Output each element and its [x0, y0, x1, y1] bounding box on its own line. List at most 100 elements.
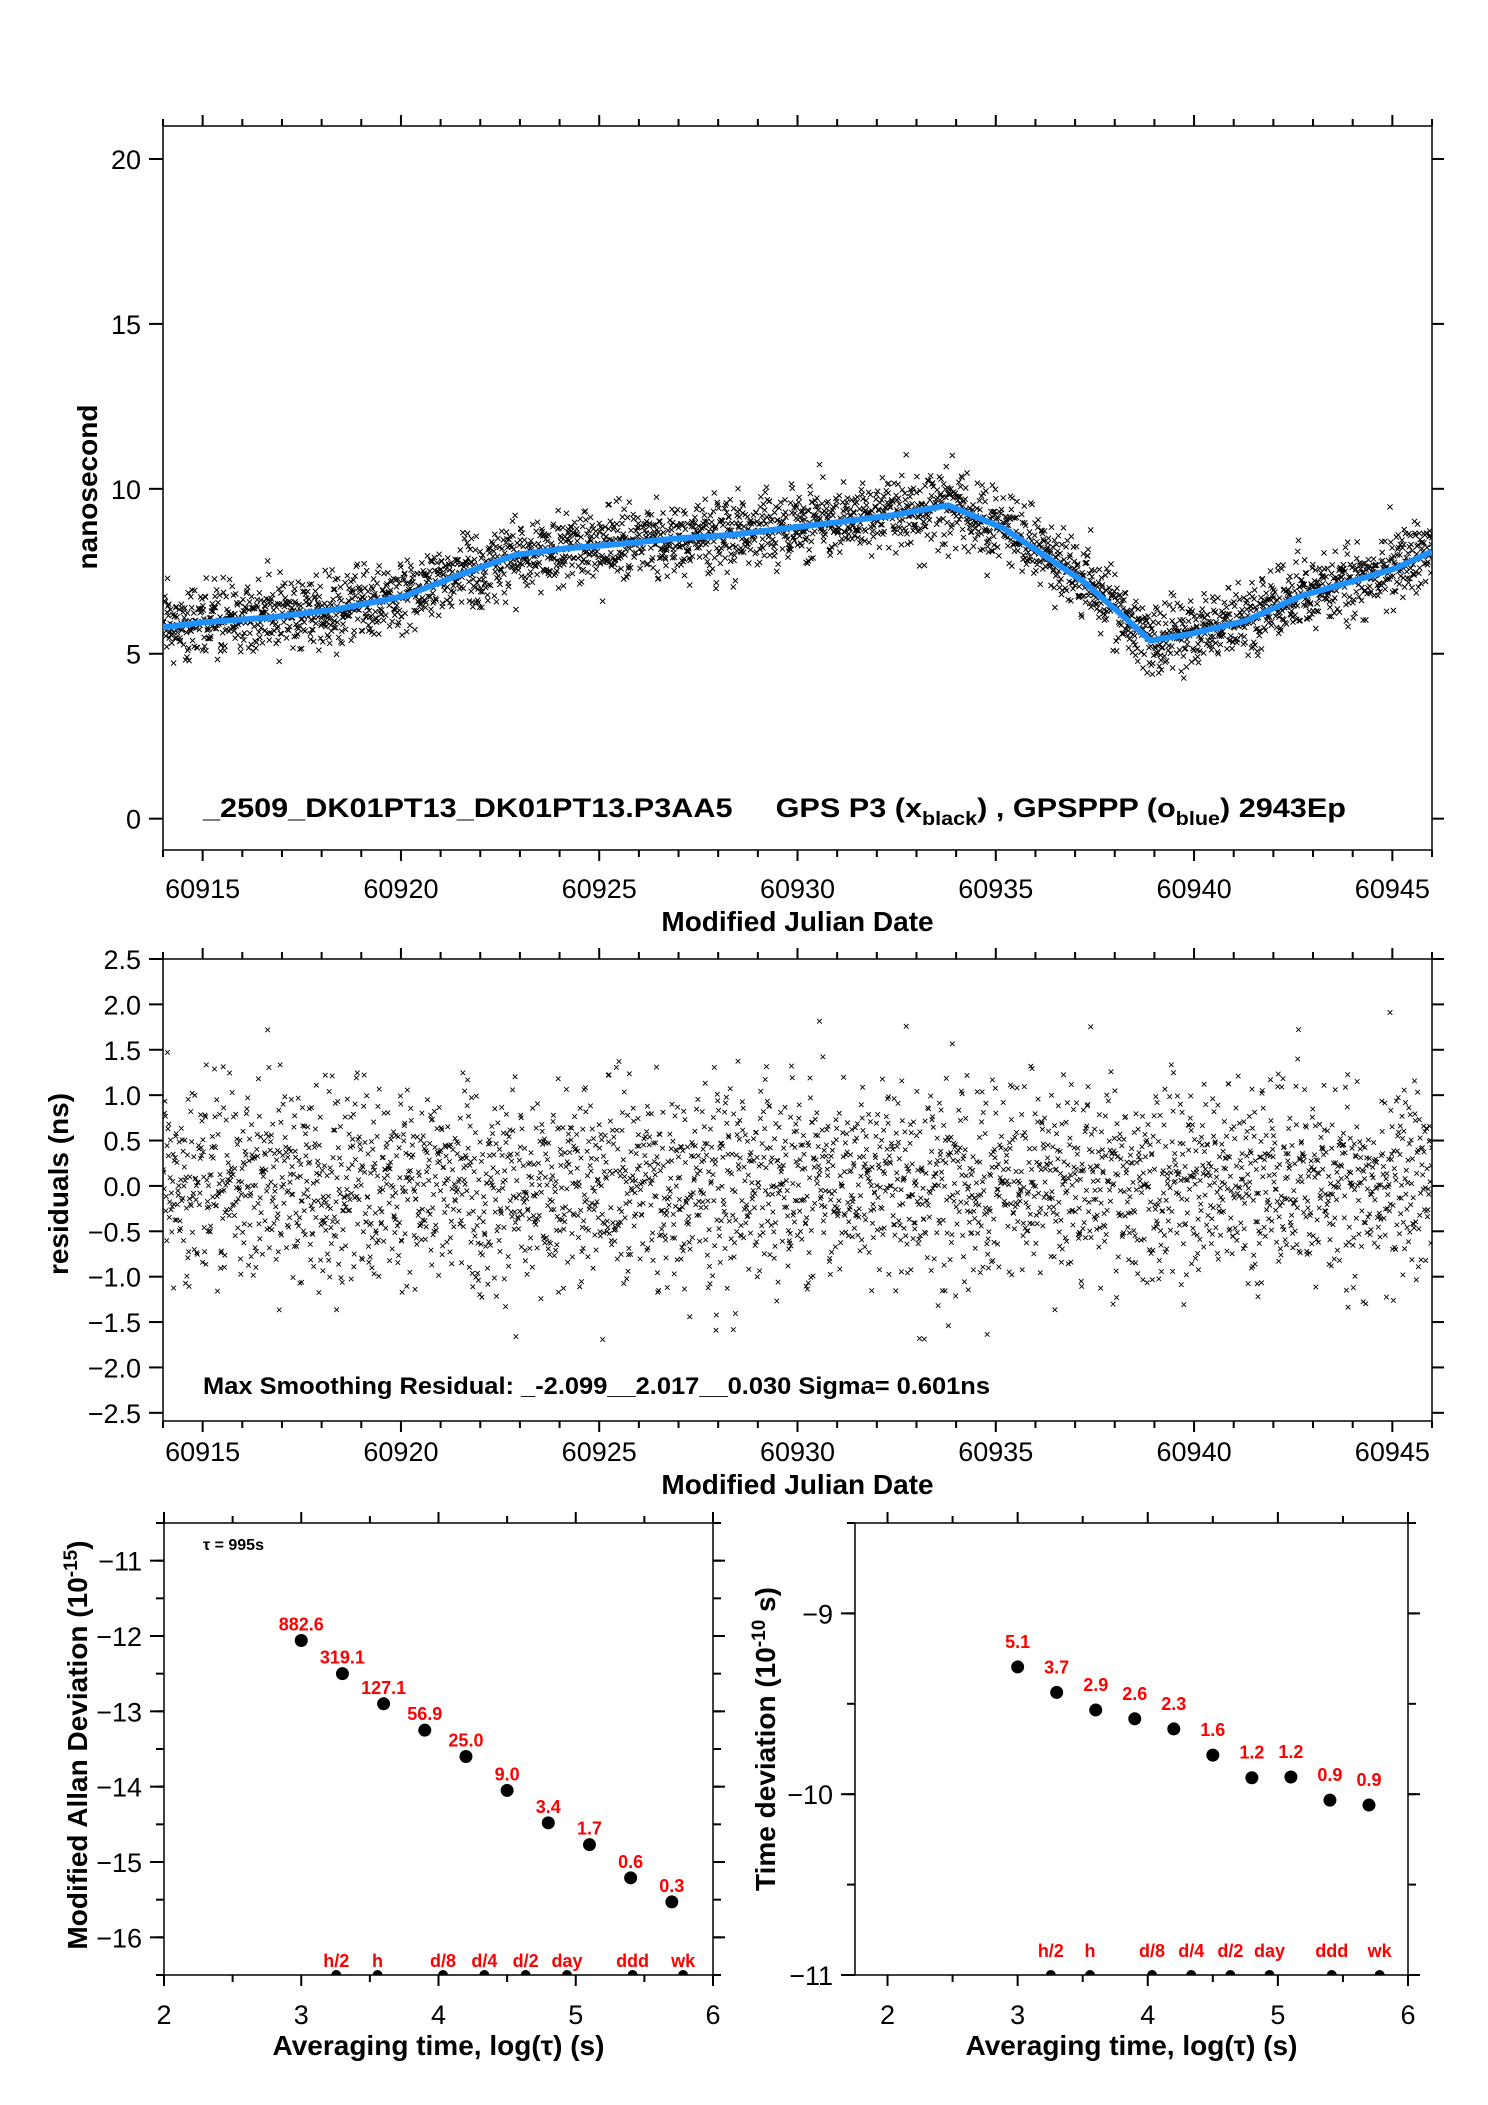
gps-p3-point — [349, 588, 356, 595]
gps-p3-point — [342, 626, 349, 633]
residual-point — [366, 1204, 372, 1210]
gps-p3-point — [167, 606, 174, 613]
gps-p3-point — [338, 628, 345, 635]
gps-p3-point — [1179, 605, 1186, 612]
residual-point — [197, 1155, 203, 1162]
residual-point — [530, 1213, 537, 1219]
y-tick-label: 15 — [111, 310, 141, 340]
gps-p3-point — [1142, 617, 1149, 624]
gps-p3-point — [345, 613, 352, 620]
residual-point — [756, 1184, 762, 1191]
residual-point — [235, 1196, 241, 1202]
gps-p3-point — [789, 485, 796, 492]
residual-point — [420, 1133, 426, 1139]
gps-p3-point — [1308, 611, 1315, 617]
residual-point — [474, 1222, 480, 1229]
residual-point — [925, 1202, 931, 1209]
gps-p3-point — [201, 634, 208, 641]
gps-p3-point — [240, 596, 246, 603]
gps-p3-point — [1414, 521, 1421, 528]
gps-p3-point — [926, 517, 933, 523]
residual-point — [618, 1208, 625, 1215]
residual-point — [577, 1105, 583, 1111]
residual-point — [880, 1231, 886, 1238]
gps-p3-point — [1220, 616, 1227, 623]
residual-point — [650, 1257, 656, 1264]
gps-p3-point — [438, 558, 445, 565]
residual-point — [454, 1151, 460, 1157]
gps-p3-point — [485, 546, 492, 553]
residual-point — [640, 1142, 647, 1148]
gps-p3-point — [354, 616, 361, 623]
gps-p3-point — [904, 541, 911, 548]
gps-p3-point — [487, 545, 494, 552]
gps-p3-point — [819, 500, 826, 507]
residual-point — [869, 1287, 875, 1294]
residual-point — [588, 1168, 594, 1174]
residual-point — [844, 1131, 850, 1137]
residual-point — [893, 1130, 899, 1136]
residual-point — [415, 1212, 421, 1218]
residual-point — [671, 1221, 677, 1228]
gps-p3-point — [819, 474, 826, 481]
gps-p3-point — [606, 501, 613, 508]
gps-p3-point — [848, 496, 855, 503]
gps-p3-point — [1292, 612, 1299, 619]
gps-p3-point — [596, 520, 603, 527]
residual-point — [546, 1251, 553, 1258]
gps-p3-point — [1379, 549, 1386, 556]
gps-p3-point — [989, 513, 995, 520]
residual-point — [287, 1179, 293, 1185]
y-tick-label: −1.5 — [88, 1308, 141, 1338]
residual-point — [221, 1264, 228, 1270]
residual-point — [262, 1218, 268, 1224]
gps-p3-point — [350, 577, 357, 584]
gps-p3-point — [1355, 593, 1362, 600]
residual-point — [190, 1190, 197, 1196]
gps-p3-point — [830, 504, 837, 511]
gps-p3-point — [1130, 639, 1137, 645]
gps-p3-point — [1204, 611, 1211, 618]
residual-point — [503, 1111, 510, 1117]
residual-point — [296, 1157, 302, 1163]
gps-p3-point — [630, 516, 637, 522]
residual-point — [370, 1146, 376, 1152]
residual-point — [619, 1109, 626, 1116]
residual-point — [343, 1174, 350, 1181]
residual-point — [198, 1144, 204, 1151]
gps-p3-point — [567, 540, 574, 546]
residual-point — [361, 1169, 368, 1175]
residual-point — [515, 1226, 522, 1232]
gps-p3-point — [1060, 524, 1067, 531]
residual-point — [354, 1070, 360, 1076]
gps-p3-point — [1154, 606, 1161, 613]
residual-point — [507, 1198, 513, 1204]
residual-point — [714, 1091, 720, 1097]
residual-point — [383, 1181, 390, 1187]
gps-p3-point — [321, 613, 328, 620]
gps-p3-point — [1375, 585, 1382, 592]
residual-point — [450, 1206, 457, 1212]
gps-p3-point — [1135, 606, 1142, 612]
residual-point — [187, 1201, 194, 1207]
gps-p3-point — [393, 602, 400, 609]
residual-point — [283, 1149, 289, 1156]
residual-point — [934, 1157, 941, 1164]
residual-point — [179, 1195, 186, 1201]
x-tick-label: 60915 — [165, 1437, 240, 1467]
gps-p3-point — [255, 629, 262, 636]
residual-point — [480, 1151, 486, 1158]
residual-point — [509, 1087, 516, 1093]
residual-point — [873, 1120, 880, 1126]
residual-point — [914, 1088, 920, 1095]
residual-point — [884, 1146, 890, 1152]
residual-point — [478, 1158, 485, 1165]
residual-point — [186, 1249, 192, 1255]
residual-point — [868, 1183, 874, 1189]
gps-p3-point — [943, 463, 950, 470]
gps-p3-point — [330, 596, 337, 603]
gps-p3-point — [1260, 581, 1267, 588]
residual-point — [762, 1076, 768, 1083]
gps-p3-point — [557, 532, 564, 539]
gps-p3-point — [982, 488, 989, 494]
